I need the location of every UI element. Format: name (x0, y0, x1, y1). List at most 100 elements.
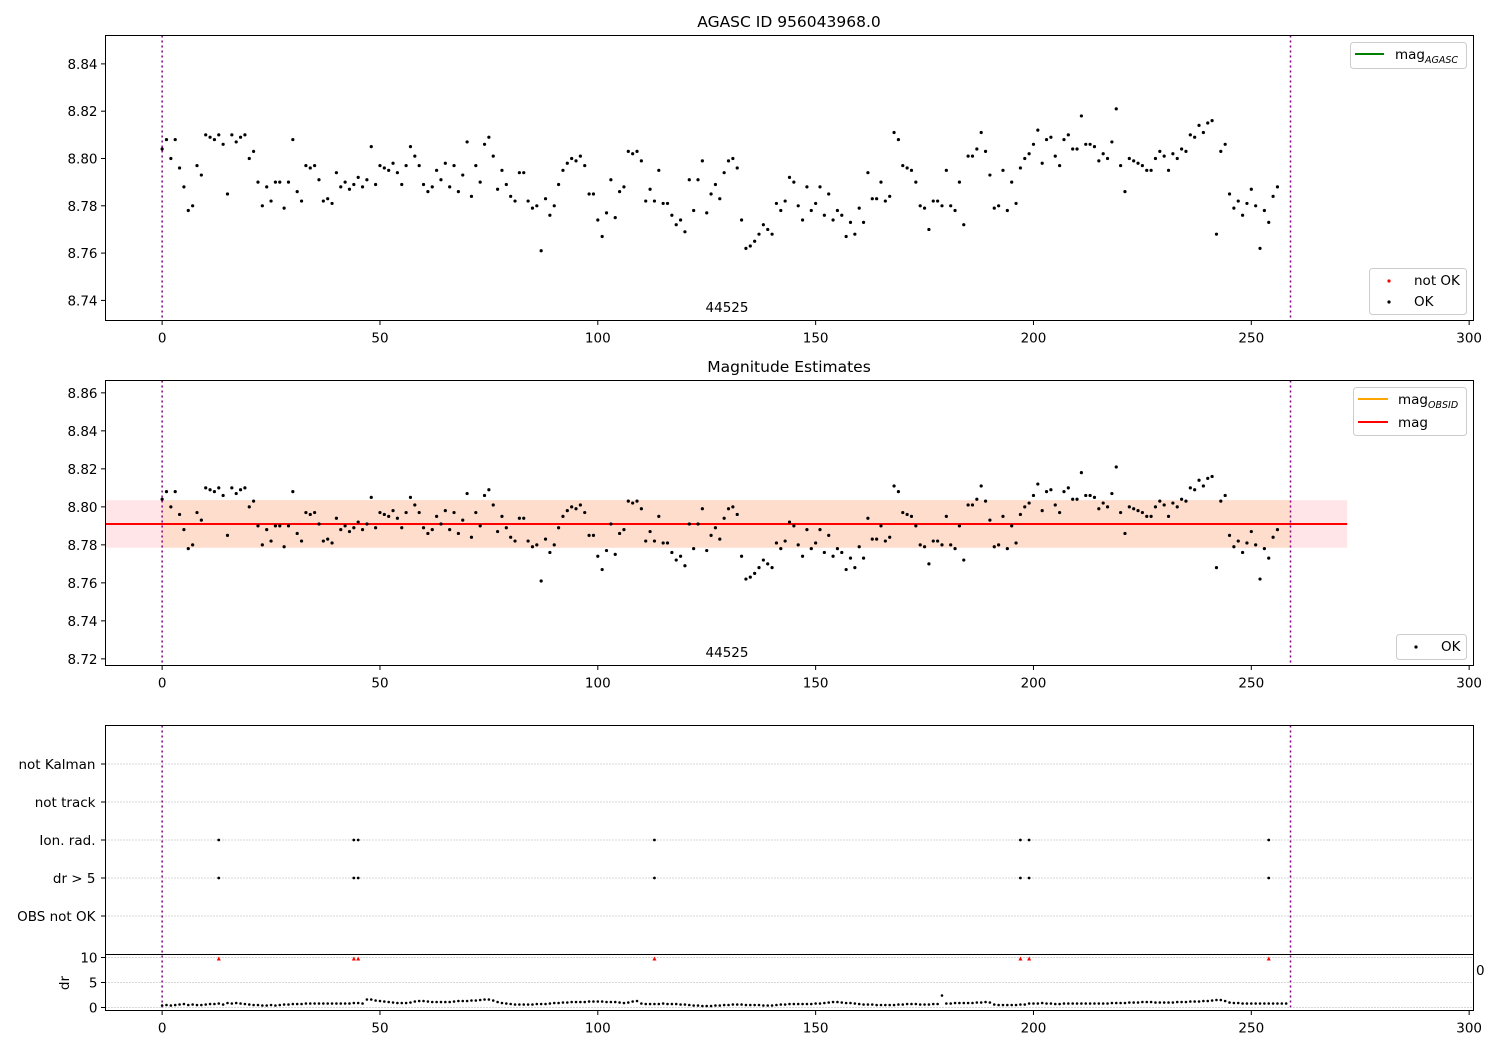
p2-ok-point (408, 495, 413, 499)
p3-dr-point (992, 1003, 996, 1006)
p1-ok-point (1197, 123, 1201, 127)
p3-dr-tick-label-5: 5 (89, 976, 98, 992)
p1-ok-point (805, 185, 809, 189)
p1-ok-point (352, 182, 356, 187)
p1-legend-points-box (1369, 268, 1467, 315)
p2-ok-point (761, 558, 765, 562)
p3-dr-point (744, 1003, 748, 1007)
p3-dr-point (827, 1001, 831, 1004)
p2-ok-point (448, 528, 452, 532)
p2-ok-point (622, 528, 626, 532)
p3-dr-point (1258, 1002, 1262, 1005)
p1-ok-point (1254, 204, 1258, 208)
p1-ok-point (600, 234, 604, 239)
p2-ok-point (308, 512, 312, 517)
p2-ok-point (1136, 509, 1140, 513)
p3-dr-point (173, 1003, 177, 1007)
p2-ok-point (766, 562, 770, 566)
p1-ok-point (496, 187, 500, 191)
p3-dr-point (552, 1001, 556, 1005)
p1-ok-point (225, 192, 230, 196)
p3-dr-point (818, 1002, 822, 1005)
p1-x-tick-label-50: 50 (371, 331, 388, 347)
p2-ok-point (875, 537, 879, 541)
p2-ok-point (417, 510, 421, 515)
p2-ok-point (230, 486, 234, 490)
p2-ok-point (1254, 543, 1258, 547)
p2-ok-point (1101, 501, 1105, 505)
p3-dr-point (709, 1004, 713, 1008)
p2-ok-point (169, 505, 173, 509)
p1-ok-point (718, 197, 722, 201)
p2-ok-point (718, 537, 722, 541)
p2-ok-point (395, 516, 399, 520)
p2-ok-point (356, 520, 360, 524)
p2-ok-point (439, 522, 443, 526)
p1-ok-point (726, 159, 731, 163)
p3-dr-point (1276, 1002, 1279, 1005)
p2-ok-point (983, 499, 988, 503)
p2-legend-mag-obsid-label: magOBSID (1398, 392, 1458, 411)
p2-ok-point (299, 539, 304, 543)
p1-ok-point (1240, 213, 1245, 217)
p2-ok-point (888, 535, 892, 539)
p1-ok-point (1040, 161, 1044, 165)
p1-ok-point (1031, 142, 1036, 146)
p1-ok-point (426, 189, 430, 194)
p3-dr-point (513, 1003, 517, 1006)
p3-dr-point (282, 1003, 286, 1006)
p2-ok-point (953, 547, 957, 551)
p2-ok-point (853, 566, 857, 570)
p3-dr-point (696, 1004, 700, 1007)
p1-ok-point (770, 232, 774, 236)
p1-ok-point (809, 208, 813, 213)
p3-dr-point (300, 1002, 303, 1006)
p1-ok-point (282, 206, 286, 210)
p3-dr-point (875, 1003, 878, 1007)
p1-ok-point (400, 182, 404, 187)
p3-dr-point (783, 1003, 787, 1006)
p2-axes-frame (105, 380, 1474, 666)
p3-dr-point (901, 1003, 905, 1006)
p2-ok-point (587, 533, 591, 537)
p2-ok-point (835, 547, 840, 551)
p3-dr-point (1284, 1002, 1288, 1005)
p2-ok-point (1058, 510, 1062, 515)
p1-ok-point (374, 182, 378, 187)
p2-ok-point (596, 554, 600, 558)
p3-dr-point (1067, 1002, 1070, 1005)
p2-ok-point (1193, 488, 1197, 492)
p2-ok-point (1214, 566, 1219, 570)
p2-ok-point (1166, 514, 1171, 518)
p1-ok-point (539, 249, 543, 253)
p1-ok-point (404, 163, 408, 168)
p3-dr-point (430, 1000, 434, 1004)
p1-ok-point (761, 223, 765, 227)
p2-y-ticks: 8.72 8.74 8.76 8.78 8.80 8.82 8.84 8.86 (67, 386, 106, 668)
p2-legend-ok-marker (1414, 645, 1418, 649)
p1-ok-point (1267, 220, 1271, 224)
p2-ok-point (1201, 484, 1205, 488)
p3-dr-point (295, 1002, 299, 1006)
p1-ok-point (439, 178, 443, 182)
p1-ok-point (1105, 156, 1110, 161)
p2-ok-point (626, 499, 630, 503)
p2-ok-point (539, 579, 543, 583)
p3-dr-point (1219, 998, 1223, 1002)
p2-ok-point (1005, 547, 1009, 551)
p3-dr-point (953, 1001, 957, 1005)
p1-ok-point (243, 133, 247, 137)
p3-dr-point (1119, 1001, 1122, 1005)
p3-dr-point (1141, 1000, 1144, 1004)
p1-ok-point (369, 145, 373, 149)
panel-magnitude-estimates: 0 50 100 150 200 250 300 8.728.748.768.788.808… (67, 358, 1482, 692)
p2-ok-point (879, 524, 883, 528)
p3-dr-point (1084, 1002, 1088, 1005)
p1-ok-point (1184, 149, 1188, 153)
p3-dr-point (374, 999, 377, 1002)
p2-ok-point (461, 518, 465, 522)
p3-dr-point (692, 1004, 695, 1007)
p1-ok-point (230, 133, 234, 137)
p3-dr-point (417, 999, 421, 1003)
p3-dr-point (269, 1003, 273, 1007)
